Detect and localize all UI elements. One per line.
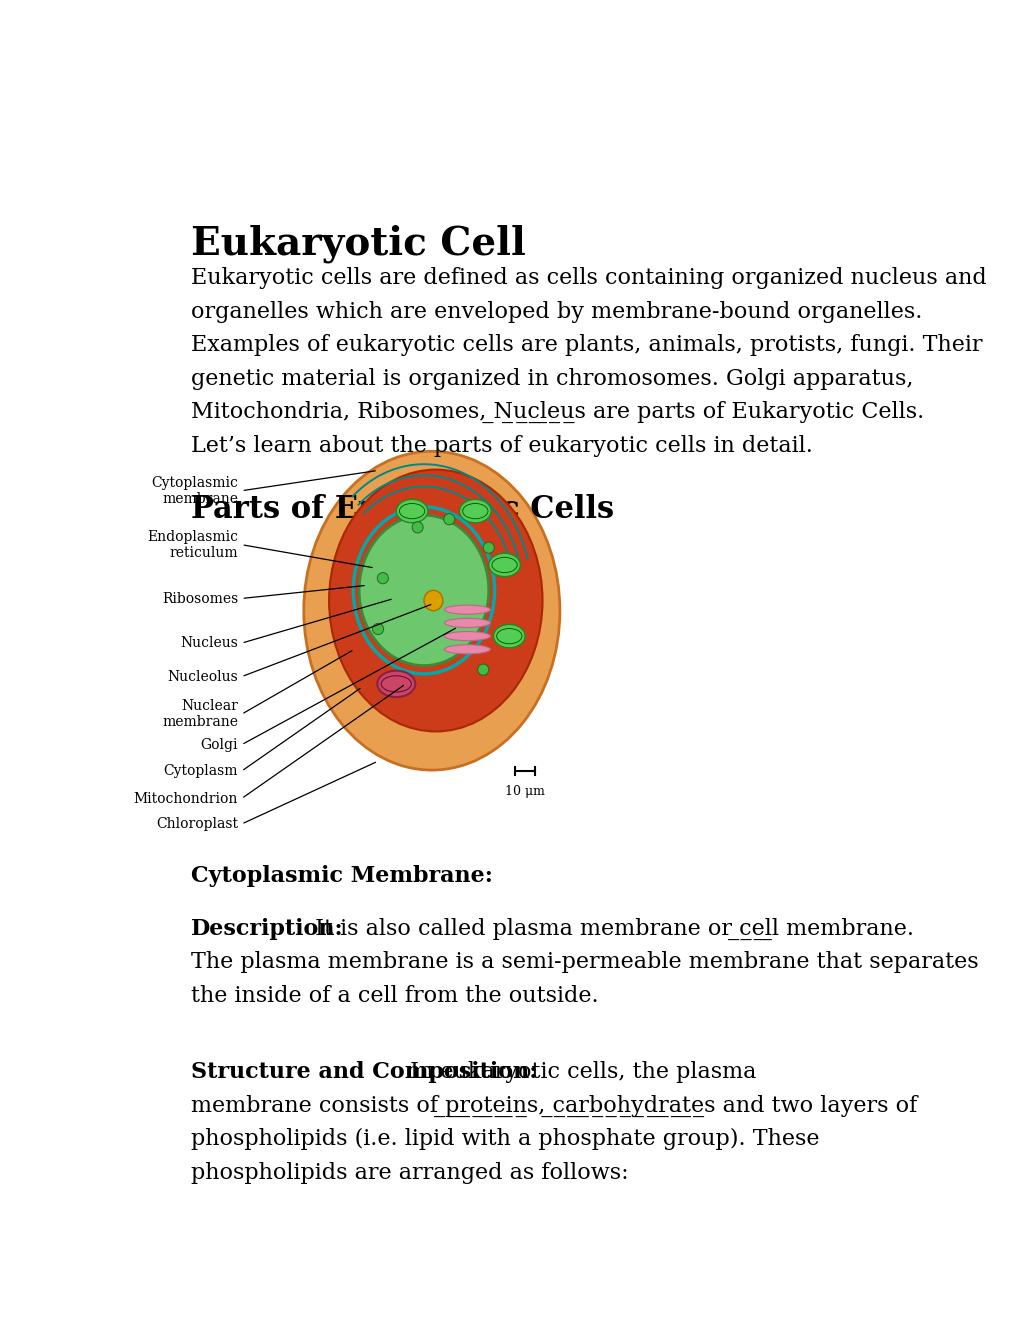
Text: organelles which are enveloped by membrane-bound organelles.: organelles which are enveloped by membra…	[191, 301, 921, 322]
Text: genetic material is organized in chromosomes. Golgi apparatus,: genetic material is organized in chromos…	[191, 368, 912, 389]
Text: It is also called plasma membrane or ̲c̲e̲l̲l membrane.: It is also called plasma membrane or ̲c̲…	[308, 917, 913, 940]
Text: Mitochondrion: Mitochondrion	[133, 792, 238, 805]
Text: Nucleolus: Nucleolus	[167, 669, 238, 684]
Ellipse shape	[488, 553, 520, 577]
Ellipse shape	[329, 470, 542, 731]
Text: 10 μm: 10 μm	[504, 784, 544, 797]
Ellipse shape	[372, 623, 383, 635]
Ellipse shape	[444, 605, 490, 614]
Ellipse shape	[483, 543, 494, 553]
Ellipse shape	[412, 521, 423, 533]
Text: the inside of a cell from the outside.: the inside of a cell from the outside.	[191, 985, 598, 1007]
Text: Golgi: Golgi	[201, 738, 238, 752]
Text: Structure and Composition:: Structure and Composition:	[191, 1061, 537, 1082]
Ellipse shape	[443, 513, 454, 525]
Ellipse shape	[377, 671, 415, 697]
Text: In eukaryotic cells, the plasma: In eukaryotic cells, the plasma	[403, 1061, 755, 1082]
Text: Parts of Eukaryotic Cells: Parts of Eukaryotic Cells	[191, 494, 613, 525]
Text: The plasma membrane is a semi-permeable membrane that separates: The plasma membrane is a semi-permeable …	[191, 952, 977, 973]
Ellipse shape	[359, 515, 488, 665]
Text: Endoplasmic
reticulum: Endoplasmic reticulum	[147, 529, 238, 560]
Ellipse shape	[444, 631, 490, 640]
Text: Cytoplasmic Membrane:: Cytoplasmic Membrane:	[191, 865, 492, 887]
Text: phospholipids (i.e. lipid with a phosphate group). These: phospholipids (i.e. lipid with a phospha…	[191, 1129, 818, 1150]
Text: membrane consists of ̲p̲r̲o̲t̲e̲i̲n̲s, ̲c̲a̲r̲b̲o̲h̲y̲d̲r̲a̲t̲e̲s and two layers: membrane consists of ̲p̲r̲o̲t̲e̲i̲n̲s, ̲…	[191, 1094, 916, 1117]
Text: Nuclear
membrane: Nuclear membrane	[162, 700, 238, 730]
Text: Examples of eukaryotic cells are plants, animals, protists, fungi. Their: Examples of eukaryotic cells are plants,…	[191, 334, 981, 356]
Text: Cytoplasm: Cytoplasm	[163, 764, 238, 779]
Text: Description:: Description:	[191, 917, 343, 940]
Ellipse shape	[477, 664, 488, 676]
Ellipse shape	[395, 499, 428, 523]
Ellipse shape	[304, 451, 559, 770]
Text: Nucleus: Nucleus	[180, 636, 238, 651]
Ellipse shape	[493, 624, 525, 648]
Text: Cytoplasmic
membrane: Cytoplasmic membrane	[151, 475, 238, 506]
Text: Eukaryotic Cell: Eukaryotic Cell	[191, 224, 525, 263]
Ellipse shape	[444, 644, 490, 653]
Text: Chloroplast: Chloroplast	[156, 817, 238, 832]
Ellipse shape	[377, 573, 388, 583]
Text: Mitochondria, Ribosomes, ̲N̲u̲c̲l̲e̲u̲s are parts of Eukaryotic Cells.: Mitochondria, Ribosomes, ̲N̲u̲c̲l̲e̲u̲s …	[191, 401, 923, 424]
Text: Eukaryotic cells are defined as cells containing organized nucleus and: Eukaryotic cells are defined as cells co…	[191, 267, 985, 289]
Ellipse shape	[444, 618, 490, 627]
Ellipse shape	[424, 590, 442, 611]
Text: Ribosomes: Ribosomes	[162, 591, 238, 606]
Text: Let’s learn about the parts of eukaryotic cells in detail.: Let’s learn about the parts of eukaryoti…	[191, 434, 812, 457]
Text: phospholipids are arranged as follows:: phospholipids are arranged as follows:	[191, 1162, 628, 1184]
Ellipse shape	[459, 499, 491, 523]
